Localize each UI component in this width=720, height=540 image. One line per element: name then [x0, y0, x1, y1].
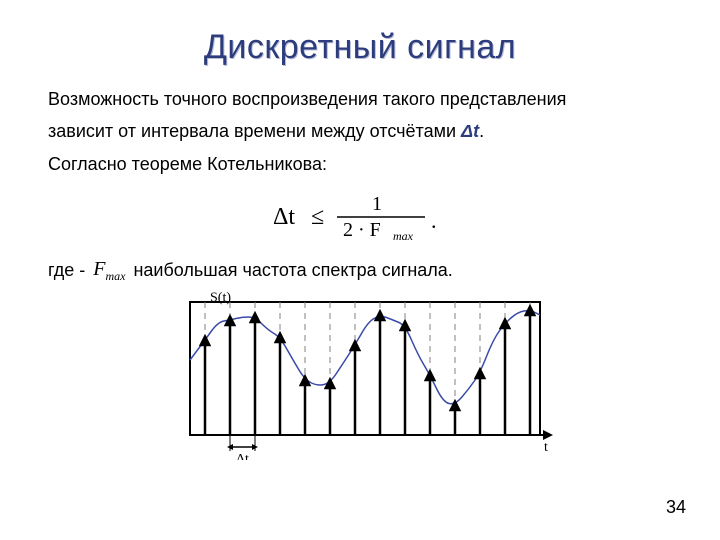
paragraph-1-line-2a: зависит от интервала времени между отсчё…	[48, 121, 461, 141]
fmax-sub: max	[105, 269, 125, 283]
fmax-symbol: Fmax	[93, 258, 125, 284]
fmax-F: F	[93, 258, 105, 280]
delta-t-symbol: Δt	[461, 121, 479, 141]
formula-num: 1	[372, 193, 382, 215]
formula-den-sub: max	[393, 229, 414, 243]
formula-lhs: Δt	[273, 204, 295, 230]
formula-rel: ≤	[311, 204, 324, 230]
slide-title: Дискретный сигнал Дискретный сигнал	[48, 28, 672, 67]
slide: Дискретный сигнал Дискретный сигнал Возм…	[0, 0, 720, 540]
where-row: где - Fmax наибольшая частота спектра си…	[48, 258, 672, 284]
paragraph-2: Согласно теореме Котельникова:	[48, 152, 672, 176]
formula-svg: Δt ≤ 1 2 · F max .	[265, 190, 455, 244]
paragraph-1-line-2b: .	[479, 121, 484, 141]
formula-den-a: 2 · F	[343, 219, 381, 241]
paragraph-1-line-2: зависит от интервала времени между отсчё…	[48, 119, 672, 143]
continuous-signal-curve	[190, 311, 540, 404]
formula-block: Δt ≤ 1 2 · F max .	[48, 190, 672, 244]
plot-border	[190, 302, 540, 435]
body-text: Возможность точного воспроизведения тако…	[48, 87, 672, 176]
dt-label: Δt	[236, 452, 249, 460]
formula-trail: .	[431, 208, 437, 233]
title-text: Дискретный сигнал	[204, 28, 516, 66]
page-number: 34	[666, 497, 686, 518]
y-axis-label: S(t)	[210, 290, 231, 305]
x-axis-label: t	[544, 440, 548, 455]
paragraph-1-line-1: Возможность точного воспроизведения тако…	[48, 87, 672, 111]
where-text: наибольшая частота спектра сигнала.	[133, 260, 452, 281]
sampling-diagram: Δt S(t) t	[160, 290, 560, 460]
where-label: где -	[48, 260, 85, 281]
